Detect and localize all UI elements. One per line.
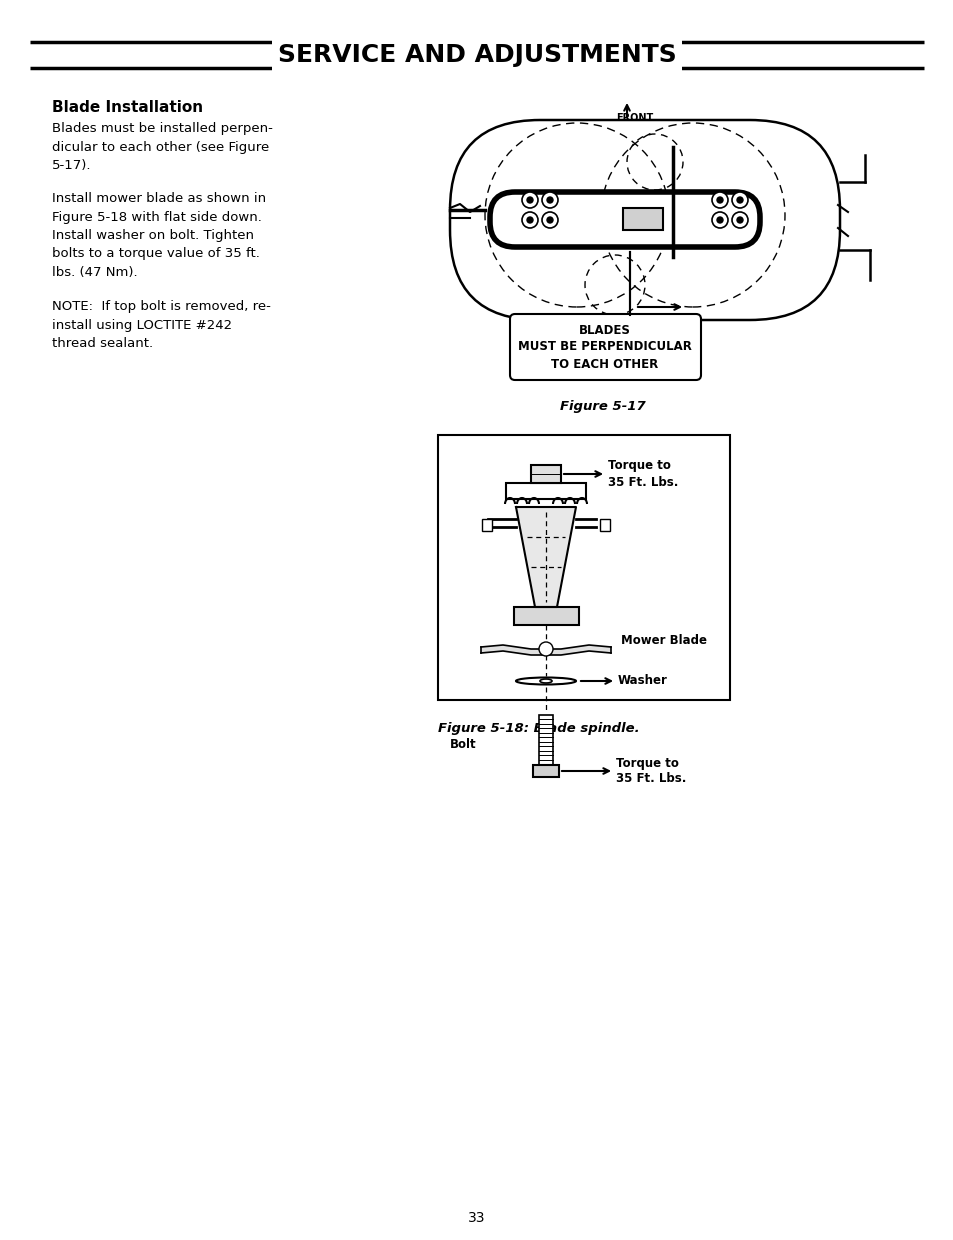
- Circle shape: [526, 217, 533, 223]
- Polygon shape: [516, 507, 576, 608]
- Circle shape: [546, 217, 553, 223]
- Circle shape: [737, 217, 742, 223]
- Text: Install mower blade as shown in
Figure 5-18 with flat side down.
Install washer : Install mower blade as shown in Figure 5…: [52, 192, 266, 279]
- Circle shape: [717, 217, 722, 223]
- Text: 33: 33: [468, 1211, 485, 1225]
- Text: Torque to
35 Ft. Lbs.: Torque to 35 Ft. Lbs.: [616, 756, 685, 785]
- Circle shape: [521, 212, 537, 228]
- Bar: [622, 208, 662, 229]
- Ellipse shape: [539, 680, 552, 683]
- Circle shape: [541, 192, 558, 208]
- Circle shape: [711, 192, 727, 208]
- Circle shape: [711, 212, 727, 228]
- Text: Figure 5-18: Blade spindle.: Figure 5-18: Blade spindle.: [437, 722, 639, 735]
- Polygon shape: [480, 645, 610, 655]
- Text: Blades must be installed perpen-
dicular to each other (see Figure
5-17).: Blades must be installed perpen- dicular…: [52, 122, 273, 172]
- Circle shape: [526, 197, 533, 203]
- Circle shape: [717, 197, 722, 203]
- Text: Washer: Washer: [618, 675, 667, 687]
- Text: Figure 5-17: Figure 5-17: [559, 401, 645, 413]
- FancyBboxPatch shape: [510, 314, 700, 379]
- Bar: [514, 608, 578, 625]
- FancyBboxPatch shape: [450, 120, 840, 320]
- Ellipse shape: [516, 677, 576, 684]
- Circle shape: [731, 212, 747, 228]
- Bar: [505, 484, 585, 498]
- Text: BLADES
MUST BE PERPENDICULAR
TO EACH OTHER: BLADES MUST BE PERPENDICULAR TO EACH OTH…: [517, 324, 691, 371]
- Bar: [599, 520, 609, 531]
- Bar: [538, 715, 553, 765]
- Bar: [533, 765, 558, 777]
- Circle shape: [546, 197, 553, 203]
- Bar: [481, 520, 492, 531]
- Bar: [531, 465, 560, 484]
- Text: Bolt: Bolt: [450, 739, 476, 751]
- Text: FRONT: FRONT: [616, 113, 653, 123]
- FancyBboxPatch shape: [490, 192, 760, 247]
- Text: Torque to
35 Ft. Lbs.: Torque to 35 Ft. Lbs.: [607, 460, 678, 489]
- Text: Mower Blade: Mower Blade: [620, 635, 706, 647]
- Text: SERVICE AND ADJUSTMENTS: SERVICE AND ADJUSTMENTS: [277, 43, 676, 67]
- Bar: [437, 435, 729, 701]
- Circle shape: [731, 192, 747, 208]
- Circle shape: [541, 212, 558, 228]
- Text: Blade Installation: Blade Installation: [52, 100, 203, 115]
- Circle shape: [538, 642, 553, 656]
- Circle shape: [521, 192, 537, 208]
- Circle shape: [737, 197, 742, 203]
- Text: NOTE:  If top bolt is removed, re-
install using LOCTITE #242
thread sealant.: NOTE: If top bolt is removed, re- instal…: [52, 300, 271, 350]
